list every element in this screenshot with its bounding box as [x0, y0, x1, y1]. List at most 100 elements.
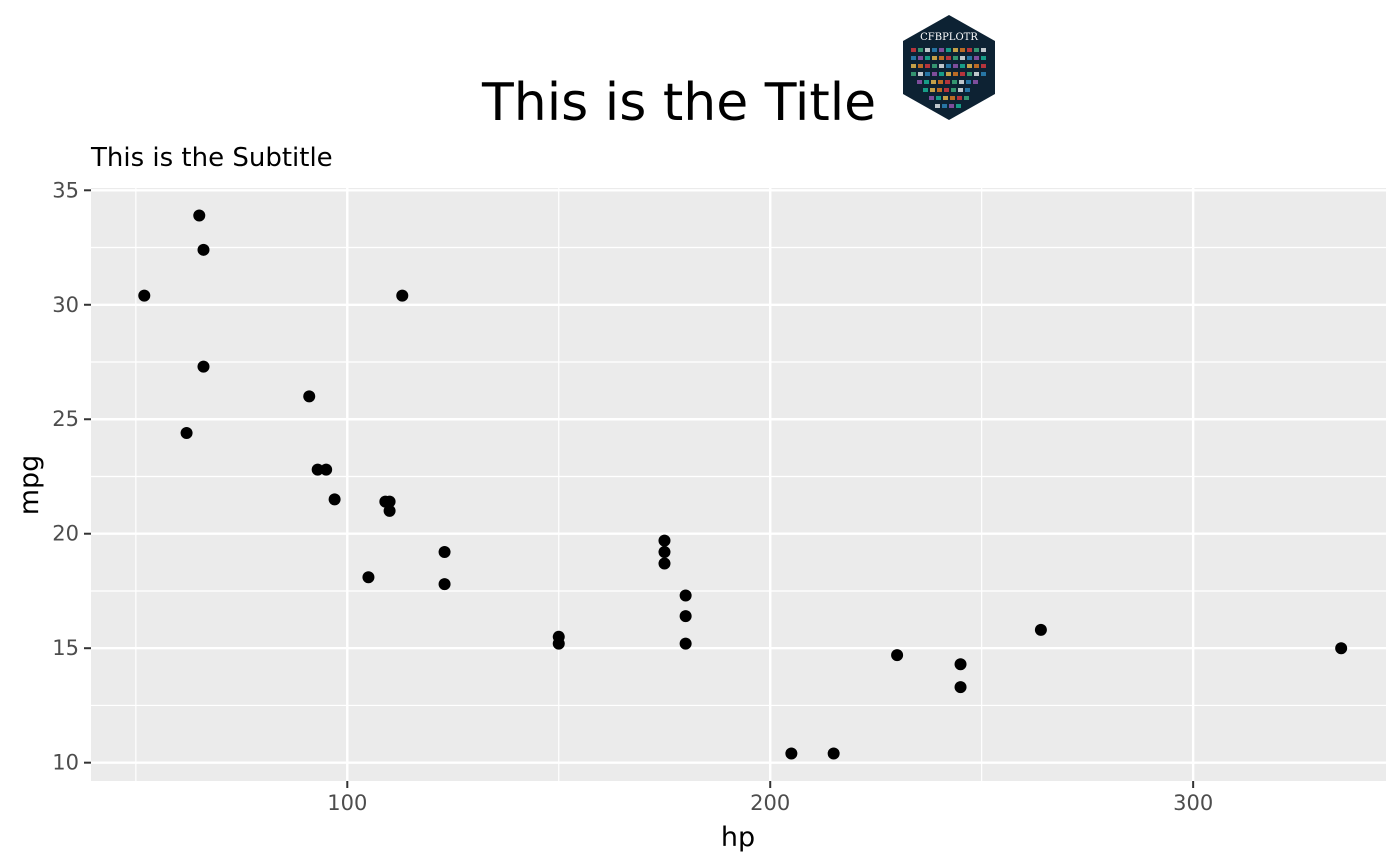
logo-pattern-mark — [929, 96, 934, 100]
logo-pattern-mark — [917, 80, 922, 84]
scatter-point — [180, 426, 193, 439]
logo-pattern — [911, 48, 986, 108]
scatter-point — [197, 243, 210, 256]
logo-pattern-mark — [953, 48, 958, 52]
logo-pattern-mark — [952, 80, 957, 84]
logo-pattern-mark — [966, 80, 971, 84]
scatter-point — [438, 578, 451, 591]
scatter-point — [320, 463, 333, 476]
logo-pattern-mark — [932, 56, 937, 60]
logo-pattern-mark — [911, 72, 916, 76]
logo-pattern-mark — [967, 64, 972, 68]
scatter-point — [383, 504, 396, 517]
logo-pattern-mark — [964, 96, 969, 100]
logo-pattern-mark — [943, 96, 948, 100]
logo-pattern-mark — [932, 48, 937, 52]
y-tick-label: 25 — [52, 407, 79, 431]
scatter-point — [658, 534, 671, 547]
scatter-point — [396, 289, 409, 302]
logo-pattern-mark — [924, 80, 929, 84]
logo-pattern-mark — [939, 48, 944, 52]
y-tick-label: 35 — [52, 178, 79, 202]
logo-pattern-mark — [932, 72, 937, 76]
logo-pattern-mark — [973, 80, 978, 84]
logo-pattern-mark — [925, 48, 930, 52]
logo-pattern-mark — [960, 64, 965, 68]
grid-major — [91, 188, 1386, 781]
logo-pattern-mark — [950, 96, 955, 100]
x-axis-title: hp — [721, 822, 755, 853]
scatter-point — [891, 649, 904, 662]
logo-pattern-mark — [925, 64, 930, 68]
logo-pattern-mark — [981, 64, 986, 68]
logo-pattern-mark — [925, 56, 930, 60]
logo-pattern-mark — [967, 72, 972, 76]
logo-pattern-mark — [918, 48, 923, 52]
y-axis-title: mpg — [14, 455, 45, 516]
logo-pattern-mark — [981, 72, 986, 76]
chart-title: This is the Title — [481, 73, 876, 133]
logo-pattern-mark — [949, 104, 954, 108]
logo-pattern-mark — [918, 56, 923, 60]
logo-pattern-mark — [974, 48, 979, 52]
logo-pattern-mark — [956, 104, 961, 108]
scatter-point — [1034, 623, 1047, 636]
x-axis: 100 200 300 — [327, 781, 1213, 815]
scatter-point — [303, 390, 316, 403]
logo-pattern-mark — [946, 72, 951, 76]
scatter-point — [328, 493, 341, 506]
logo-pattern-mark — [944, 88, 949, 92]
logo-pattern-mark — [923, 88, 928, 92]
logo-pattern-mark — [946, 56, 951, 60]
chart-subtitle: This is the Subtitle — [90, 143, 333, 173]
logo-pattern-mark — [942, 104, 947, 108]
scatter-point — [197, 360, 210, 373]
grid-minor — [91, 188, 1386, 781]
data-points — [138, 209, 1348, 760]
logo-pattern-mark — [960, 56, 965, 60]
logo-pattern-mark — [960, 72, 965, 76]
logo-badge: CFBPLOTR — [903, 15, 995, 120]
x-tick-label: 200 — [750, 791, 790, 815]
scatter-point — [138, 289, 151, 302]
scatter-point — [438, 546, 451, 559]
logo-pattern-mark — [946, 48, 951, 52]
logo-pattern-mark — [953, 56, 958, 60]
logo-pattern-mark — [939, 64, 944, 68]
y-tick-label: 10 — [52, 751, 79, 775]
logo-pattern-mark — [958, 88, 963, 92]
logo-pattern-mark — [981, 56, 986, 60]
logo-pattern-mark — [925, 72, 930, 76]
x-tick-label: 100 — [327, 791, 367, 815]
y-tick-label: 20 — [52, 522, 79, 546]
y-tick-label: 15 — [52, 636, 79, 660]
y-axis: 10 15 20 25 30 35 — [52, 178, 91, 775]
scatter-point — [954, 658, 967, 671]
scatter-point — [954, 681, 967, 694]
logo-pattern-mark — [974, 72, 979, 76]
scatter-point — [679, 589, 692, 602]
logo-pattern-mark — [931, 80, 936, 84]
logo-pattern-mark — [938, 80, 943, 84]
logo-pattern-mark — [960, 48, 965, 52]
logo-pattern-mark — [959, 80, 964, 84]
scatter-point — [658, 557, 671, 570]
logo-pattern-mark — [935, 104, 940, 108]
plot-panel — [91, 188, 1386, 781]
scatter-point — [679, 610, 692, 623]
logo-pattern-mark — [957, 96, 962, 100]
scatter-point — [679, 637, 692, 650]
logo-pattern-mark — [953, 64, 958, 68]
logo-pattern-mark — [945, 80, 950, 84]
logo-pattern-mark — [951, 88, 956, 92]
logo-pattern-mark — [939, 72, 944, 76]
logo-pattern-mark — [981, 48, 986, 52]
scatter-point — [193, 209, 206, 222]
logo-pattern-mark — [911, 56, 916, 60]
y-tick-label: 30 — [52, 293, 79, 317]
scatter-point — [785, 747, 798, 760]
logo-pattern-mark — [953, 72, 958, 76]
logo-pattern-mark — [967, 56, 972, 60]
logo-pattern-mark — [932, 64, 937, 68]
scatter-point — [1335, 642, 1348, 655]
